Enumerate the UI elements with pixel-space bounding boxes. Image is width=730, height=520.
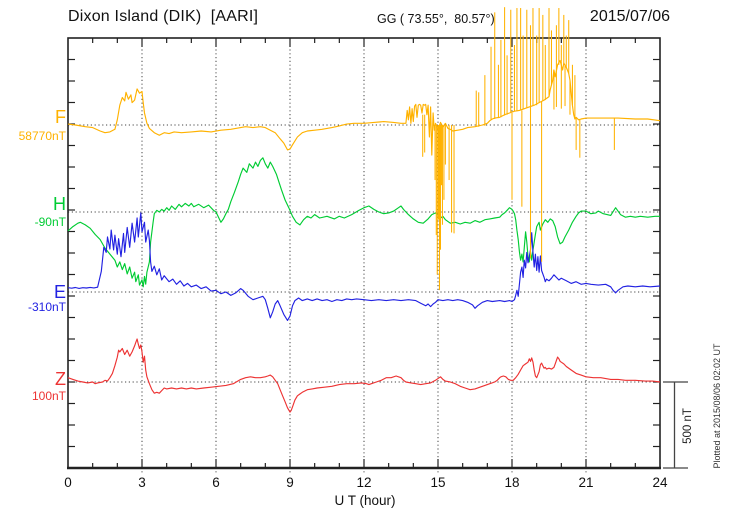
component-base-e: -310nT	[27, 300, 66, 314]
x-tick-label: 9	[286, 475, 294, 490]
x-tick-label: 6	[212, 475, 220, 490]
x-tick-label: 0	[64, 475, 72, 490]
x-tick-label: 21	[578, 475, 593, 490]
x-axis-label: U T (hour)	[334, 493, 396, 508]
x-tick-label: 12	[356, 475, 371, 490]
geographic-coords: GG ( 73.55°, 80.57°)	[377, 12, 495, 26]
x-tick-label: 18	[504, 475, 519, 490]
component-base-f: 58770nT	[18, 129, 66, 143]
component-label-h: H	[53, 194, 66, 214]
component-label-f: F	[55, 107, 66, 127]
trace-h	[67, 157, 660, 288]
trace-z	[67, 338, 661, 413]
trace-f	[67, 59, 661, 156]
scale-bar-label: 500 nT	[682, 408, 694, 444]
plot-date: 2015/07/06	[589, 8, 670, 25]
component-label-e: E	[53, 282, 66, 302]
x-tick-label: 3	[138, 475, 146, 490]
station-title: Dixon Island (DIK) [AARI]	[68, 8, 259, 25]
component-base-h: -90nT	[34, 215, 66, 229]
component-label-z: Z	[55, 369, 66, 389]
x-tick-label: 24	[652, 475, 668, 490]
component-base-z: 100nT	[31, 389, 66, 403]
trace-e	[67, 212, 661, 321]
x-tick-label: 15	[430, 475, 445, 490]
plotted-at-note: Plotted at 2015/08/06 02:02 UT	[712, 343, 722, 469]
